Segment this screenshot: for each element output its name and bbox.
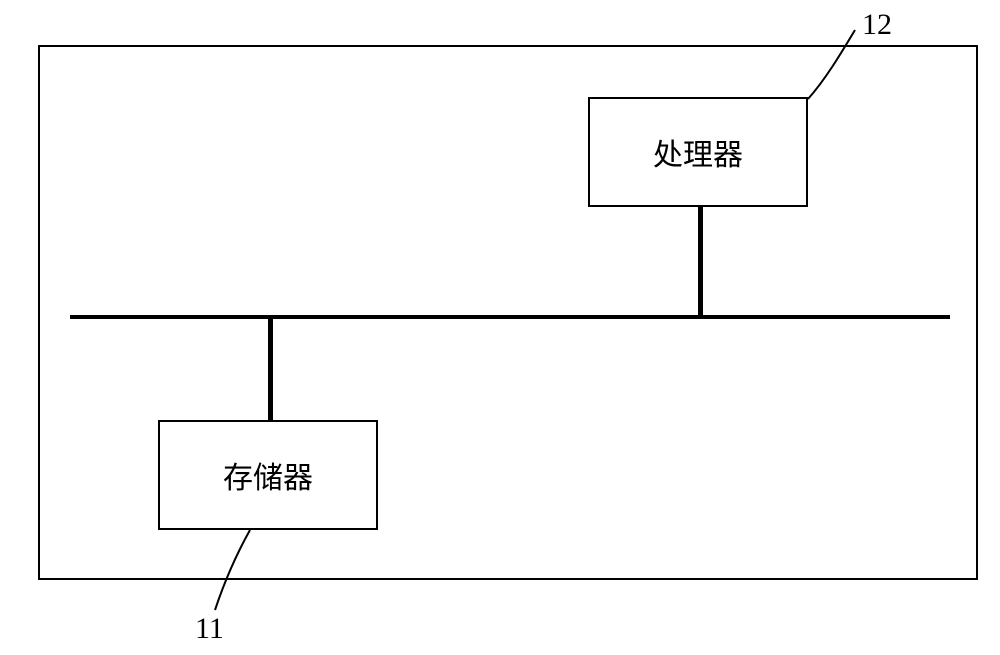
- memory-ref-label: 11: [195, 612, 224, 646]
- memory-leader: [0, 0, 1000, 655]
